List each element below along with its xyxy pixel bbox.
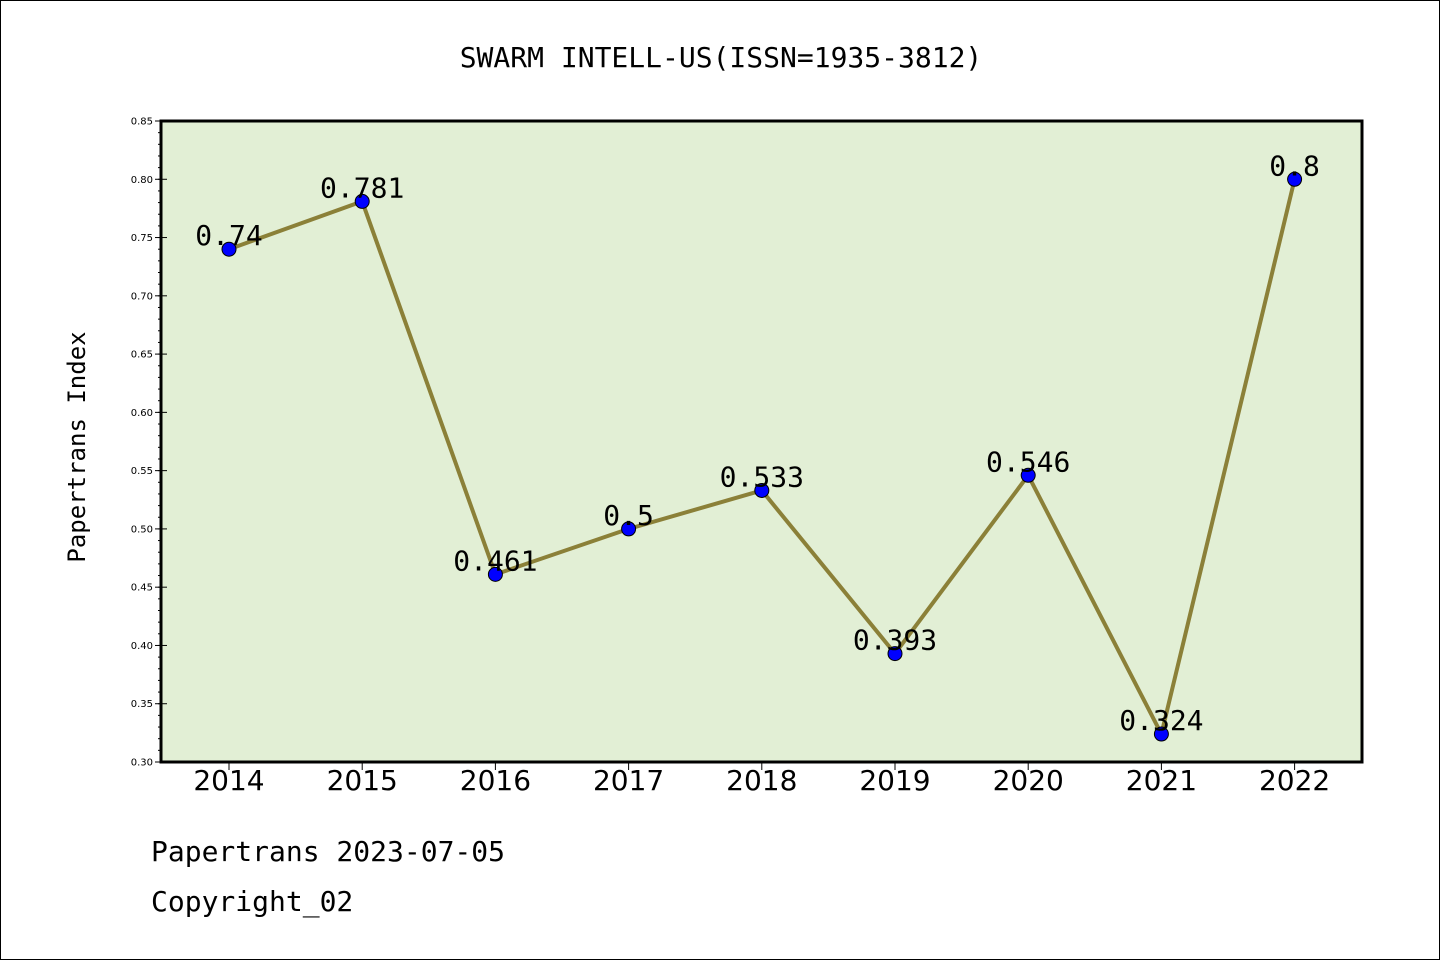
data-point-marker bbox=[1287, 171, 1303, 187]
y-tick-label: 0.35 bbox=[131, 699, 153, 710]
data-point-marker bbox=[487, 566, 503, 582]
y-tick-label: 0.85 bbox=[131, 117, 153, 128]
x-tick-label: 2014 bbox=[193, 764, 264, 797]
y-tick-label: 0.75 bbox=[131, 233, 153, 244]
data-label: 0.546 bbox=[986, 445, 1070, 478]
data-point-marker bbox=[354, 193, 370, 209]
y-tick-label: 0.30 bbox=[131, 758, 153, 769]
y-tick-label: 0.40 bbox=[131, 641, 153, 652]
data-label: 0.74 bbox=[195, 219, 262, 252]
x-tick-label: 2020 bbox=[993, 764, 1064, 797]
x-tick-label: 2016 bbox=[460, 764, 531, 797]
chart-title: SWARM INTELL-US(ISSN=1935-3812) bbox=[460, 41, 983, 74]
y-tick-label: 0.45 bbox=[131, 583, 153, 594]
footer-date-text: Papertrans 2023-07-05 bbox=[151, 835, 506, 868]
data-label: 0.8 bbox=[1269, 149, 1320, 182]
plot-area bbox=[159, 119, 1364, 764]
x-tick-label: 2015 bbox=[327, 764, 398, 797]
y-tick-label: 0.60 bbox=[131, 408, 153, 419]
series-group bbox=[221, 171, 1303, 742]
y-tick-label: 0.55 bbox=[131, 466, 153, 477]
data-point-marker bbox=[754, 482, 770, 498]
x-tick-label: 2018 bbox=[726, 764, 797, 797]
data-label: 0.393 bbox=[853, 624, 937, 657]
y-tick-label: 0.70 bbox=[131, 291, 153, 302]
footer-copyright-text: Copyright_02 bbox=[151, 885, 354, 918]
data-label: 0.533 bbox=[720, 460, 804, 493]
x-tick-label: 2019 bbox=[859, 764, 930, 797]
data-point-marker bbox=[621, 521, 637, 537]
data-point-marker bbox=[1020, 467, 1036, 483]
data-labels: 0.74 0.781 0.461 0.5 0.533 0.393 0.546 0.324 0.8 bbox=[195, 149, 1320, 737]
y-tick-label: 0.65 bbox=[131, 350, 153, 361]
data-label: 0.781 bbox=[320, 171, 404, 204]
data-point-marker bbox=[221, 241, 237, 257]
x-tick-label: 2022 bbox=[1259, 764, 1330, 797]
data-label: 0.5 bbox=[603, 499, 654, 532]
x-tick-label: 2021 bbox=[1126, 764, 1197, 797]
y-tick-label: 0.50 bbox=[131, 524, 153, 535]
data-point-marker bbox=[887, 646, 903, 662]
data-label: 0.324 bbox=[1119, 704, 1203, 737]
x-tick-label: 2017 bbox=[593, 764, 664, 797]
y-tick-label: 0.80 bbox=[131, 175, 153, 186]
y-axis-ticks: 0.30 0.35 0.40 0.45 0.50 0.55 0.60 0.65 0.70 0.75… bbox=[131, 117, 167, 769]
data-point-marker bbox=[1153, 726, 1169, 742]
y-axis-label: Papertrans Index bbox=[63, 331, 91, 562]
x-axis-ticks: 2014 2015 2016 2017 2018 2019 2020 2021 2022 bbox=[193, 762, 1330, 797]
data-label: 0.461 bbox=[453, 544, 537, 577]
